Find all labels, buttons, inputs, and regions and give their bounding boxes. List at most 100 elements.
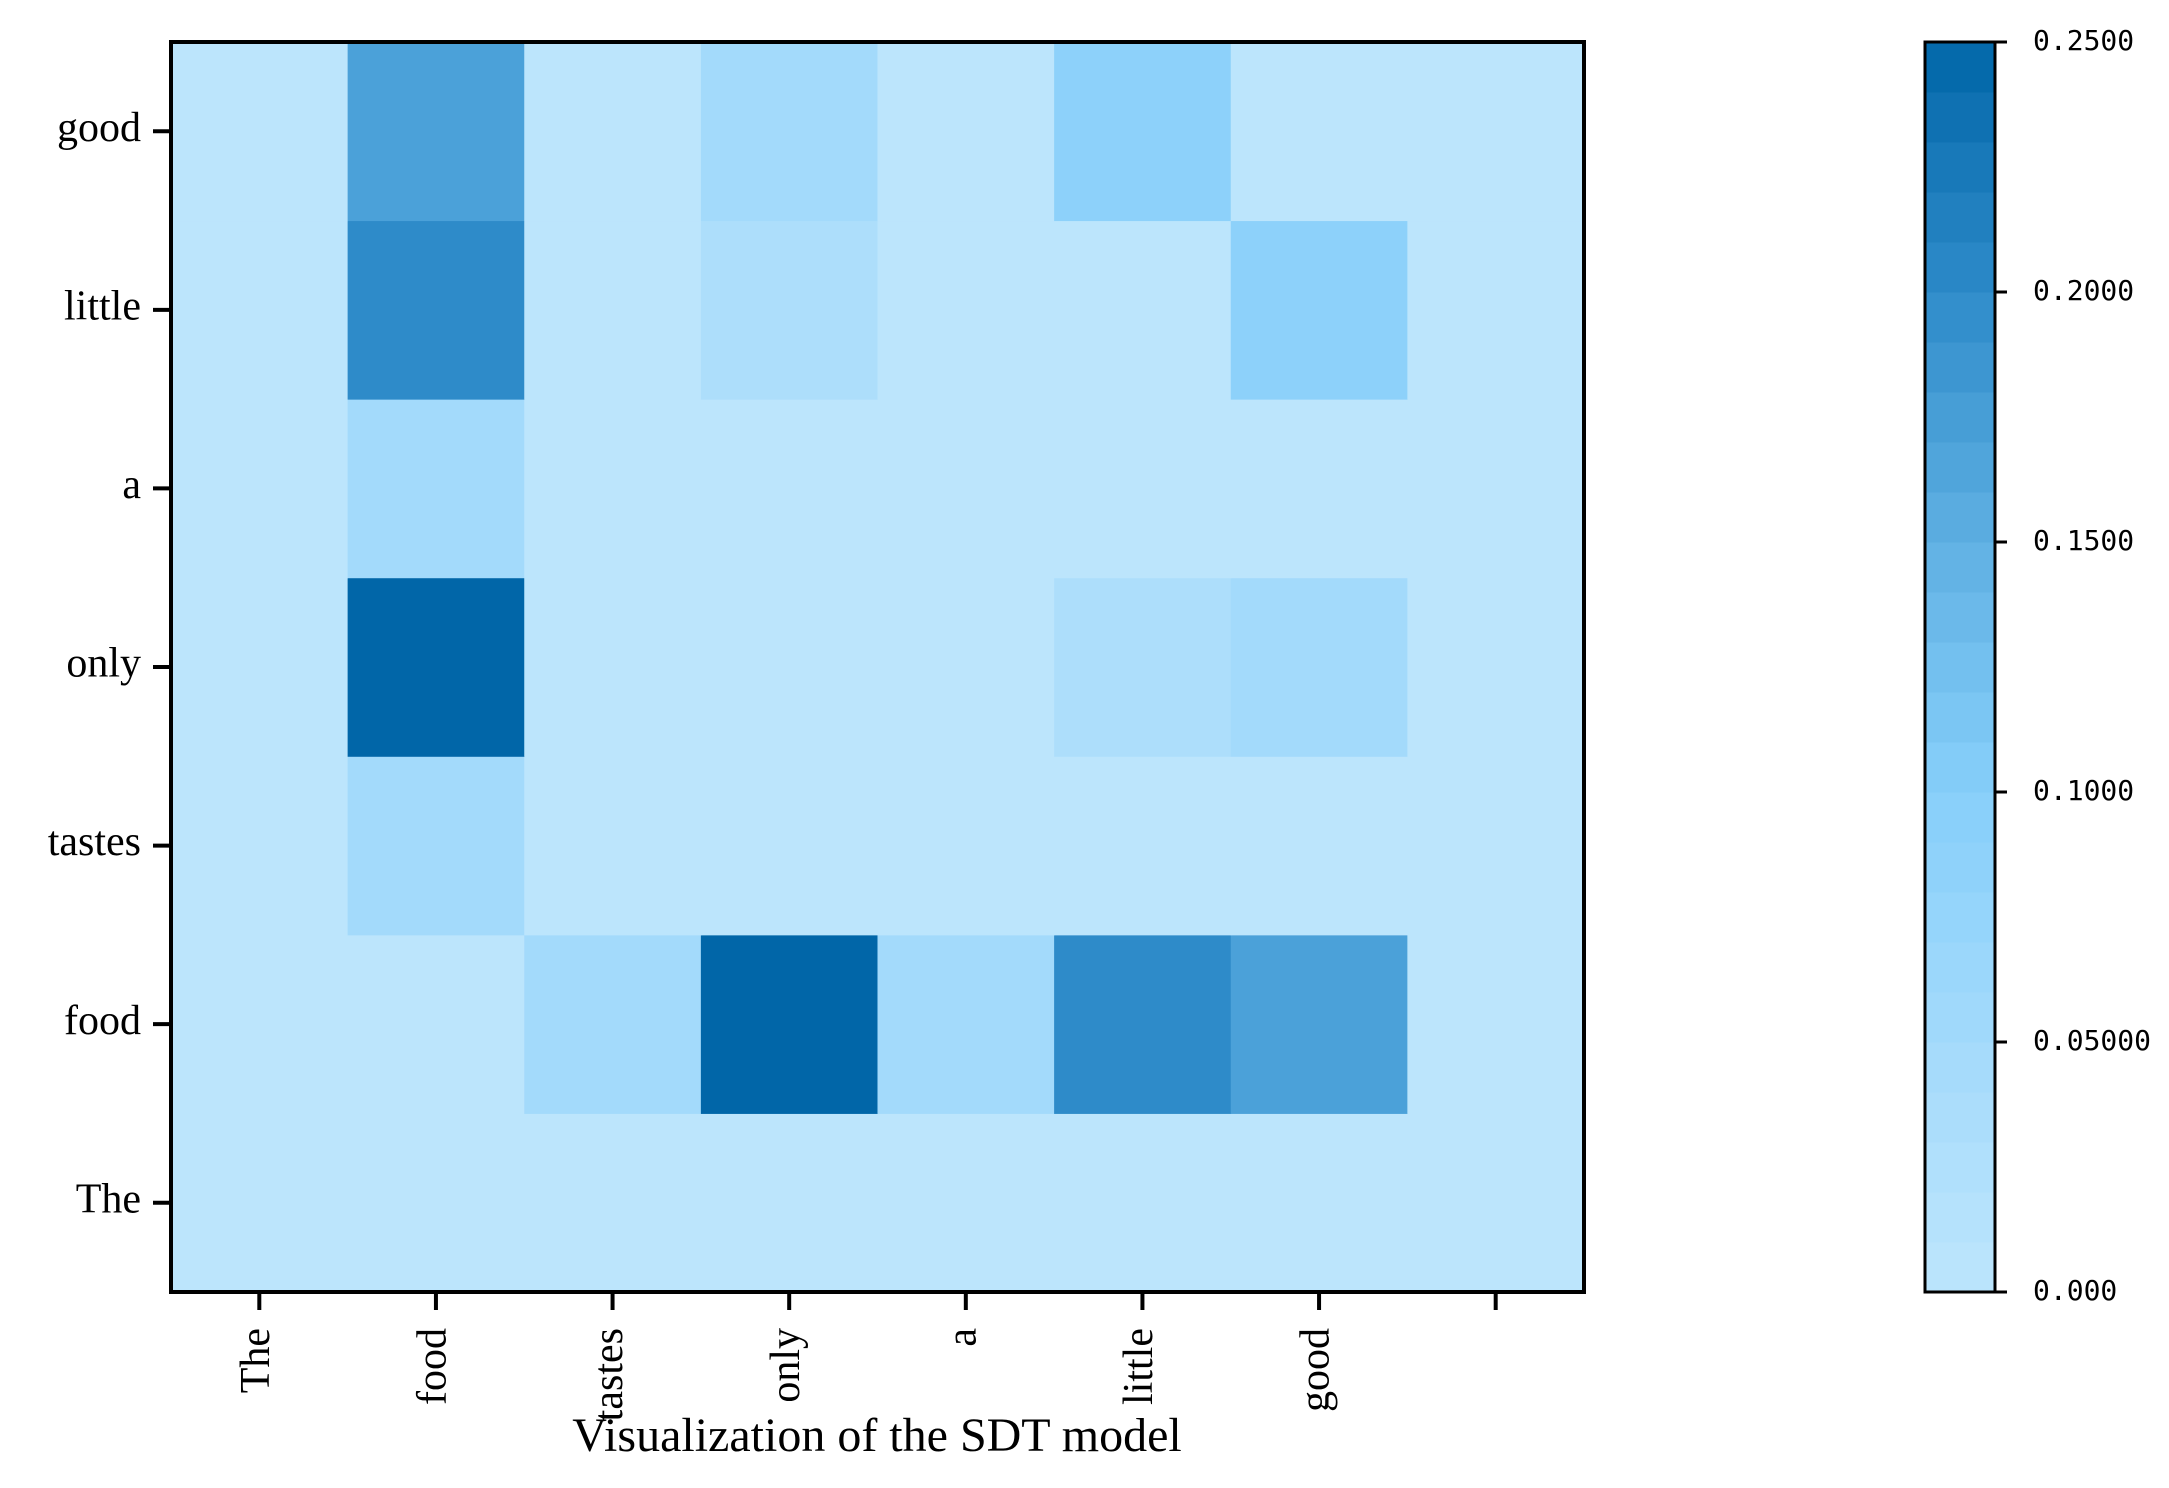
heatmap-cell xyxy=(524,1113,702,1293)
chart-title: Visualization of the SDT model xyxy=(572,1409,1181,1462)
heatmap-cell xyxy=(877,934,1055,1114)
heatmap-cell xyxy=(1407,934,1585,1114)
heatmap-cell xyxy=(877,756,1055,936)
heatmap-cell xyxy=(171,220,349,400)
colorbar-step xyxy=(1925,342,1995,393)
heatmap-cell xyxy=(171,42,349,222)
heatmap-cell xyxy=(1407,1113,1585,1293)
colorbar-step xyxy=(1925,1042,1995,1093)
heatmap-cell xyxy=(1054,934,1232,1114)
heatmap-cell xyxy=(700,399,878,579)
colorbar-step xyxy=(1925,42,1995,93)
colorbar-step xyxy=(1925,942,1995,993)
heatmap-cell xyxy=(347,1113,525,1293)
heatmap-cell xyxy=(700,220,878,400)
heatmap-cell xyxy=(700,1113,878,1293)
heatmap-cell xyxy=(524,220,702,400)
colorbar-step xyxy=(1925,242,1995,293)
colorbar-step xyxy=(1925,792,1995,843)
heatmap-cell xyxy=(171,934,349,1114)
colorbar-step xyxy=(1925,1192,1995,1243)
heatmap-cell xyxy=(877,577,1055,757)
y-tick-label: The xyxy=(76,1176,141,1222)
colorbar-tick-label: 0.1500 xyxy=(2033,524,2134,557)
heatmap-cell xyxy=(1230,756,1408,936)
heatmap-cell xyxy=(1054,220,1232,400)
y-tick-label: little xyxy=(64,283,141,329)
heatmap-cell xyxy=(877,399,1055,579)
heatmap-cell xyxy=(1230,577,1408,757)
heatmap-cell xyxy=(1054,399,1232,579)
heatmap-cell xyxy=(347,756,525,936)
x-tick-label: good xyxy=(1293,1328,1339,1412)
y-tick-label: good xyxy=(57,105,141,151)
y-tick-label: only xyxy=(66,641,141,687)
colorbar-step xyxy=(1925,492,1995,543)
x-tick-label: The xyxy=(233,1328,279,1393)
heatmap-cell xyxy=(347,399,525,579)
heatmap-cell xyxy=(171,756,349,936)
heatmap-cell xyxy=(1230,399,1408,579)
colorbar-step xyxy=(1925,1142,1995,1193)
heatmap-cell xyxy=(1407,577,1585,757)
colorbar-frame xyxy=(1923,40,1997,1294)
heatmap-cell xyxy=(1230,1113,1408,1293)
heatmap-cell xyxy=(347,934,525,1114)
heatmap-cell xyxy=(877,220,1055,400)
y-tick-label: tastes xyxy=(48,819,141,865)
heatmap-cell xyxy=(347,577,525,757)
heatmap-cell xyxy=(1054,1113,1232,1293)
heatmap-cell xyxy=(524,756,702,936)
heatmap-cell xyxy=(877,42,1055,222)
colorbar-step xyxy=(1925,992,1995,1043)
colorbar-step xyxy=(1925,142,1995,193)
x-tick-label: tastes xyxy=(586,1328,632,1421)
heatmap-cell xyxy=(1054,756,1232,936)
colorbar-step xyxy=(1925,1242,1995,1293)
heatmap-cell xyxy=(347,42,525,222)
colorbar-step xyxy=(1925,592,1995,643)
colorbar-step xyxy=(1925,442,1995,493)
colorbar-step xyxy=(1925,842,1995,893)
heatmap-cell xyxy=(1230,42,1408,222)
x-tick-label: only xyxy=(763,1328,809,1403)
y-tick-label: a xyxy=(122,462,141,508)
heatmap-cell xyxy=(700,756,878,936)
colorbar-tick-label: 0.2000 xyxy=(2033,274,2134,307)
heatmap-cell xyxy=(524,42,702,222)
heatmap-cell xyxy=(1054,577,1232,757)
colorbar-step xyxy=(1925,392,1995,443)
heatmap-cell xyxy=(524,399,702,579)
colorbar-step xyxy=(1925,542,1995,593)
heatmap-cell xyxy=(524,934,702,1114)
heatmap-cell xyxy=(1407,399,1585,579)
colorbar-tick-label: 0.1000 xyxy=(2033,774,2134,807)
colorbar-step xyxy=(1925,292,1995,343)
heatmap-cell xyxy=(700,577,878,757)
colorbar-step xyxy=(1925,892,1995,943)
x-tick-label: little xyxy=(1116,1328,1162,1405)
heatmap-cell xyxy=(1230,934,1408,1114)
heatmap-cell xyxy=(171,577,349,757)
colorbar-tick-label: 0.05000 xyxy=(2033,1024,2151,1057)
heatmap-cell xyxy=(1407,756,1585,936)
colorbar-step xyxy=(1925,192,1995,243)
heatmap-cell xyxy=(347,220,525,400)
x-tick-label: a xyxy=(939,1328,985,1347)
colorbar-tick-label: 0.2500 xyxy=(2033,24,2134,57)
x-tick-label: food xyxy=(410,1328,456,1405)
heatmap-cell xyxy=(171,399,349,579)
heatmap-cell xyxy=(524,577,702,757)
y-tick-label: food xyxy=(64,998,141,1044)
heatmap-cell xyxy=(1407,42,1585,222)
heatmap-cell xyxy=(1054,42,1232,222)
colorbar-step xyxy=(1925,742,1995,793)
colorbar-step xyxy=(1925,692,1995,743)
heatmap-cell xyxy=(877,1113,1055,1293)
heatmap-cell xyxy=(700,42,878,222)
heatmap-cell xyxy=(700,934,878,1114)
colorbar-step xyxy=(1925,1092,1995,1143)
colorbar-tick-label: 0.000 xyxy=(2033,1274,2117,1307)
